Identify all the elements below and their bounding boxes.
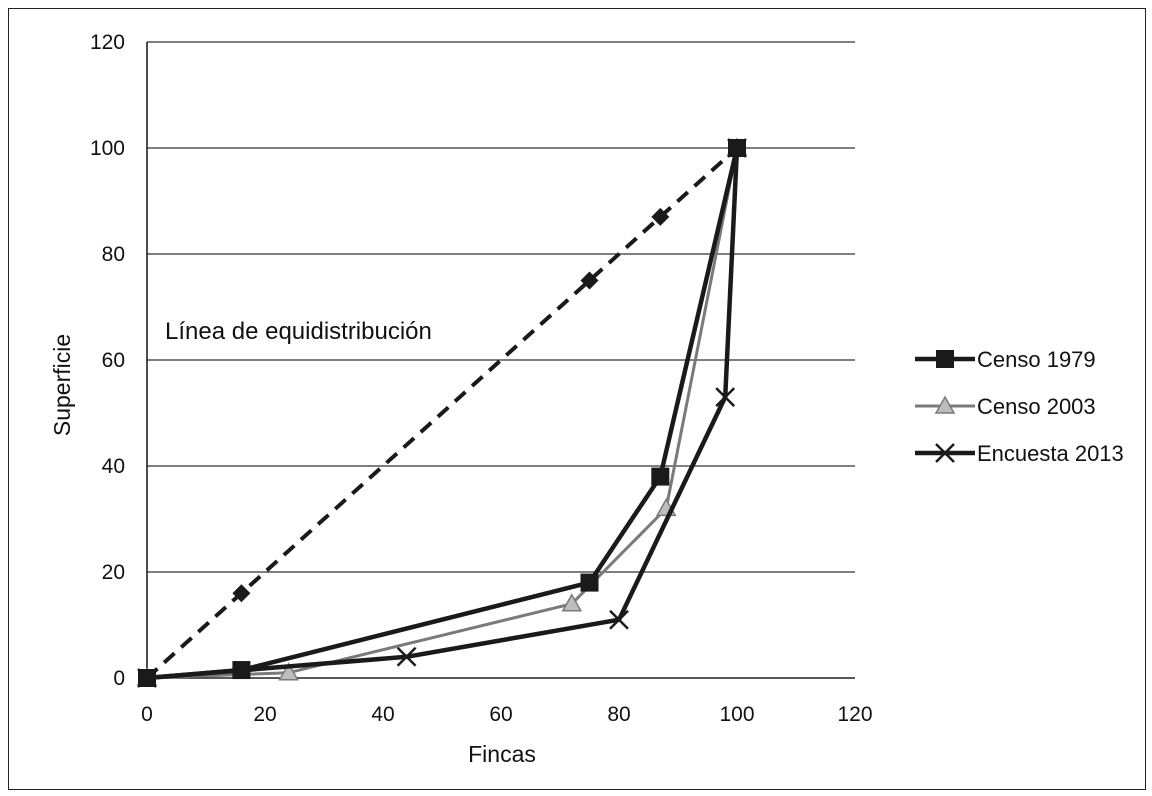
x-tick-0: 0 [141,703,153,726]
y-tick-80: 80 [102,243,125,266]
y-axis-title: Superficie [49,334,75,436]
legend-item-censo-1979: Censo 1979 [915,347,1096,372]
axes [146,42,855,679]
point-censo-1979-4 [728,139,746,157]
x-tick-80: 80 [607,703,630,726]
series-group [136,137,748,688]
point-encuesta-2013-3-stroke-b [715,387,736,407]
equidistribution-path [145,146,739,680]
point-censo-2003-2 [561,593,583,612]
equidistribution-point-3 [651,207,670,226]
equidistribution-point-1 [232,584,251,603]
legend-label-censo-1979: Censo 1979 [977,347,1096,372]
legend-marker-censo-2003 [934,395,956,414]
x-tick-120: 120 [837,703,872,726]
legend-marker-censo-1979 [936,350,954,368]
legend: Censo 1979 Censo 2003 Encuesta 2013 [915,347,1124,466]
y-tick-60: 60 [102,349,125,372]
legend-marker-encuesta-2013 [935,443,955,463]
series-censo-1979 [138,139,746,687]
x-tick-100: 100 [719,703,754,726]
equidistribution-label: Línea de equidistribución [165,318,432,345]
equidistribution-point-2 [580,271,599,290]
y-tick-100: 100 [90,137,125,160]
point-censo-1979-2 [580,573,599,592]
y-tick-40: 40 [102,455,125,478]
y-tick-labels: 0 20 40 60 80 100 120 [90,31,125,690]
legend-label-encuesta-2013: Encuesta 2013 [977,441,1124,466]
point-encuesta-2013-3 [715,387,736,407]
point-encuesta-2013-2-stroke-b [609,609,629,630]
point-encuesta-2013-1 [396,646,417,667]
x-tick-60: 60 [489,703,512,726]
grid-lines [147,41,855,573]
chart-frame [8,8,1146,790]
x-tick-40: 40 [371,703,394,726]
point-censo-1979-1 [232,661,251,680]
point-censo-1979-3 [651,467,670,486]
legend-label-censo-2003: Censo 2003 [977,394,1096,419]
legend-marker-encuesta-2013-stroke-b [935,443,955,463]
legend-item-encuesta-2013: Encuesta 2013 [915,441,1124,466]
point-censo-2003-1 [278,662,299,681]
point-encuesta-2013-1-stroke-b [396,646,417,667]
equidistribution-line [138,139,746,687]
legend-item-censo-2003: Censo 2003 [915,394,1096,419]
x-axis-title: Fincas [468,741,536,767]
x-tick-20: 20 [253,703,276,726]
point-encuesta-2013-2 [609,609,629,630]
y-tick-20: 20 [102,561,125,584]
x-tick-labels: 0 20 40 60 80 100 120 [141,703,872,726]
point-censo-1979-0 [138,669,156,687]
y-tick-120: 120 [90,31,125,54]
y-tick-0: 0 [113,667,125,690]
